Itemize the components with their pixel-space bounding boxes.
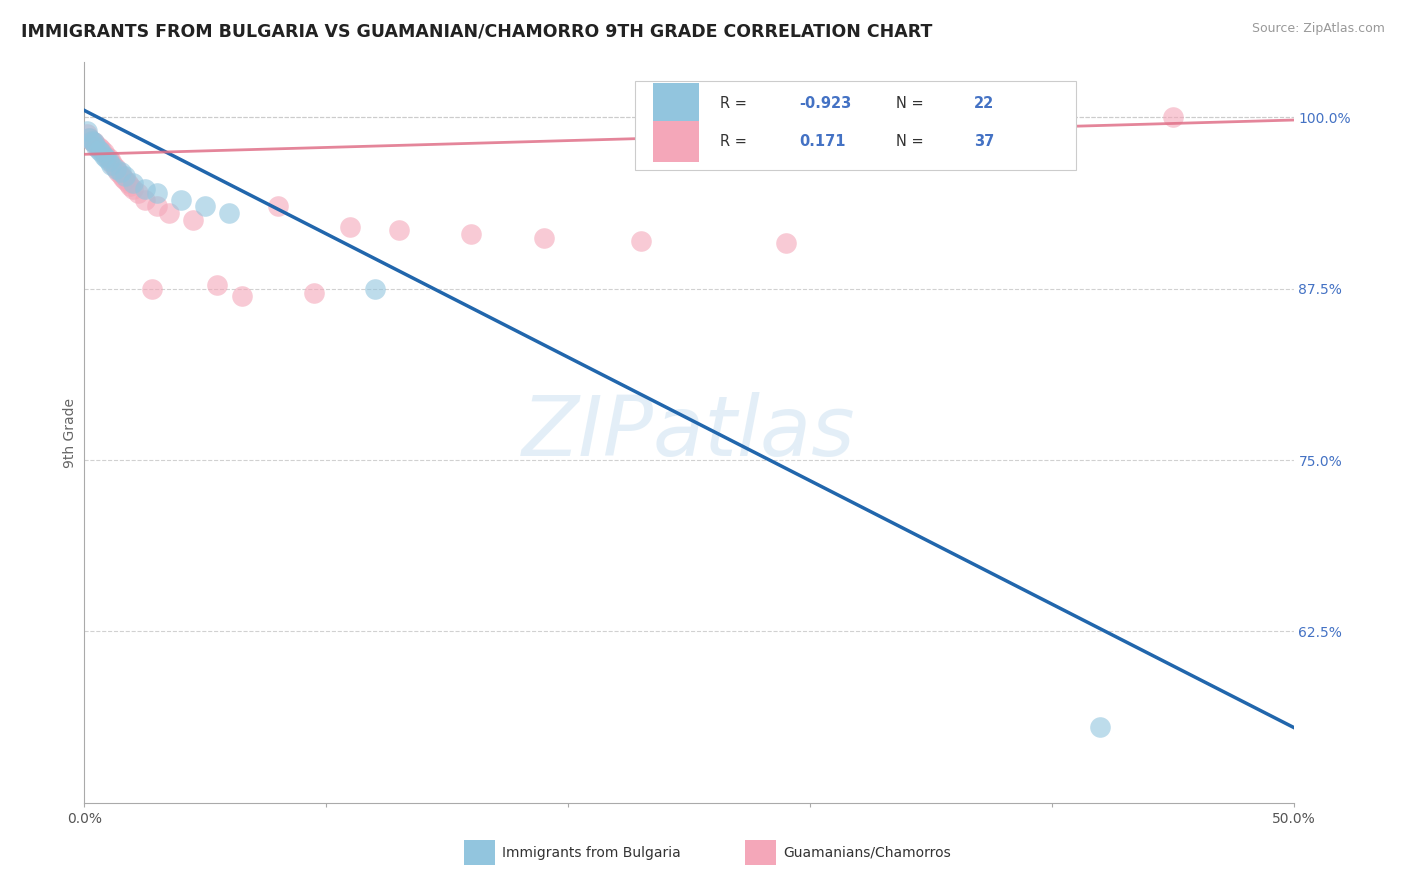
Point [77, 131, 100, 145]
Point [110, 165, 132, 179]
FancyBboxPatch shape [652, 83, 699, 123]
Point [121, 176, 143, 190]
Point [388, 223, 411, 237]
Point [157, 206, 180, 220]
Text: ZIPatlas: ZIPatlas [522, 392, 856, 473]
Text: Guamanians/Chamorros: Guamanians/Chamorros [783, 846, 950, 860]
Text: 22: 22 [974, 95, 994, 111]
Point [775, 236, 797, 251]
Point [110, 168, 132, 182]
Point [77, 131, 100, 145]
Point [90, 142, 112, 156]
Point [218, 206, 240, 220]
Point [117, 176, 139, 190]
Point [207, 277, 229, 292]
Text: R =: R = [720, 95, 752, 111]
Point [134, 193, 156, 207]
Point [181, 213, 204, 227]
Point [90, 145, 112, 159]
Point [127, 186, 149, 200]
Point [114, 173, 136, 187]
Point [1088, 720, 1111, 734]
Point [363, 282, 385, 296]
Point [86, 137, 108, 152]
Text: IMMIGRANTS FROM BULGARIA VS GUAMANIAN/CHAMORRO 9TH GRADE CORRELATION CHART: IMMIGRANTS FROM BULGARIA VS GUAMANIAN/CH… [21, 22, 932, 40]
Text: Immigrants from Bulgaria: Immigrants from Bulgaria [502, 846, 681, 860]
Text: -0.923: -0.923 [799, 95, 851, 111]
Point [533, 231, 555, 245]
Point [80, 134, 103, 148]
Point [460, 227, 482, 241]
Point [134, 181, 156, 195]
Point [93, 149, 115, 163]
Text: 0.171: 0.171 [799, 134, 845, 149]
Text: N =: N = [896, 134, 928, 149]
Point [104, 161, 127, 175]
Point [86, 140, 108, 154]
Point [83, 135, 105, 149]
Point [93, 145, 115, 159]
Point [112, 170, 135, 185]
Point [87, 140, 110, 154]
Point [103, 158, 125, 172]
Text: Source: ZipAtlas.com: Source: ZipAtlas.com [1251, 22, 1385, 36]
Text: N =: N = [896, 95, 928, 111]
Point [339, 219, 361, 234]
Point [107, 165, 129, 179]
Point [76, 127, 98, 141]
Point [97, 152, 120, 166]
Text: 37: 37 [974, 134, 994, 149]
Point [94, 152, 117, 166]
Point [83, 135, 105, 149]
Point [76, 124, 98, 138]
Point [267, 199, 290, 213]
Point [146, 186, 169, 200]
Point [146, 199, 169, 213]
Point [170, 193, 193, 207]
FancyBboxPatch shape [652, 121, 699, 162]
Point [121, 181, 143, 195]
Point [630, 234, 652, 248]
Point [104, 162, 127, 177]
FancyBboxPatch shape [634, 81, 1076, 169]
Point [141, 282, 163, 296]
Point [97, 154, 120, 169]
Point [80, 134, 103, 148]
Point [114, 169, 136, 184]
Point [100, 154, 122, 169]
Text: R =: R = [720, 134, 752, 149]
Point [1161, 110, 1184, 124]
Point [231, 288, 253, 302]
Point [194, 199, 217, 213]
Point [120, 178, 142, 193]
Y-axis label: 9th Grade: 9th Grade [63, 398, 77, 467]
Point [302, 285, 325, 300]
Point [94, 149, 117, 163]
Point [100, 158, 122, 172]
Point [87, 143, 110, 157]
